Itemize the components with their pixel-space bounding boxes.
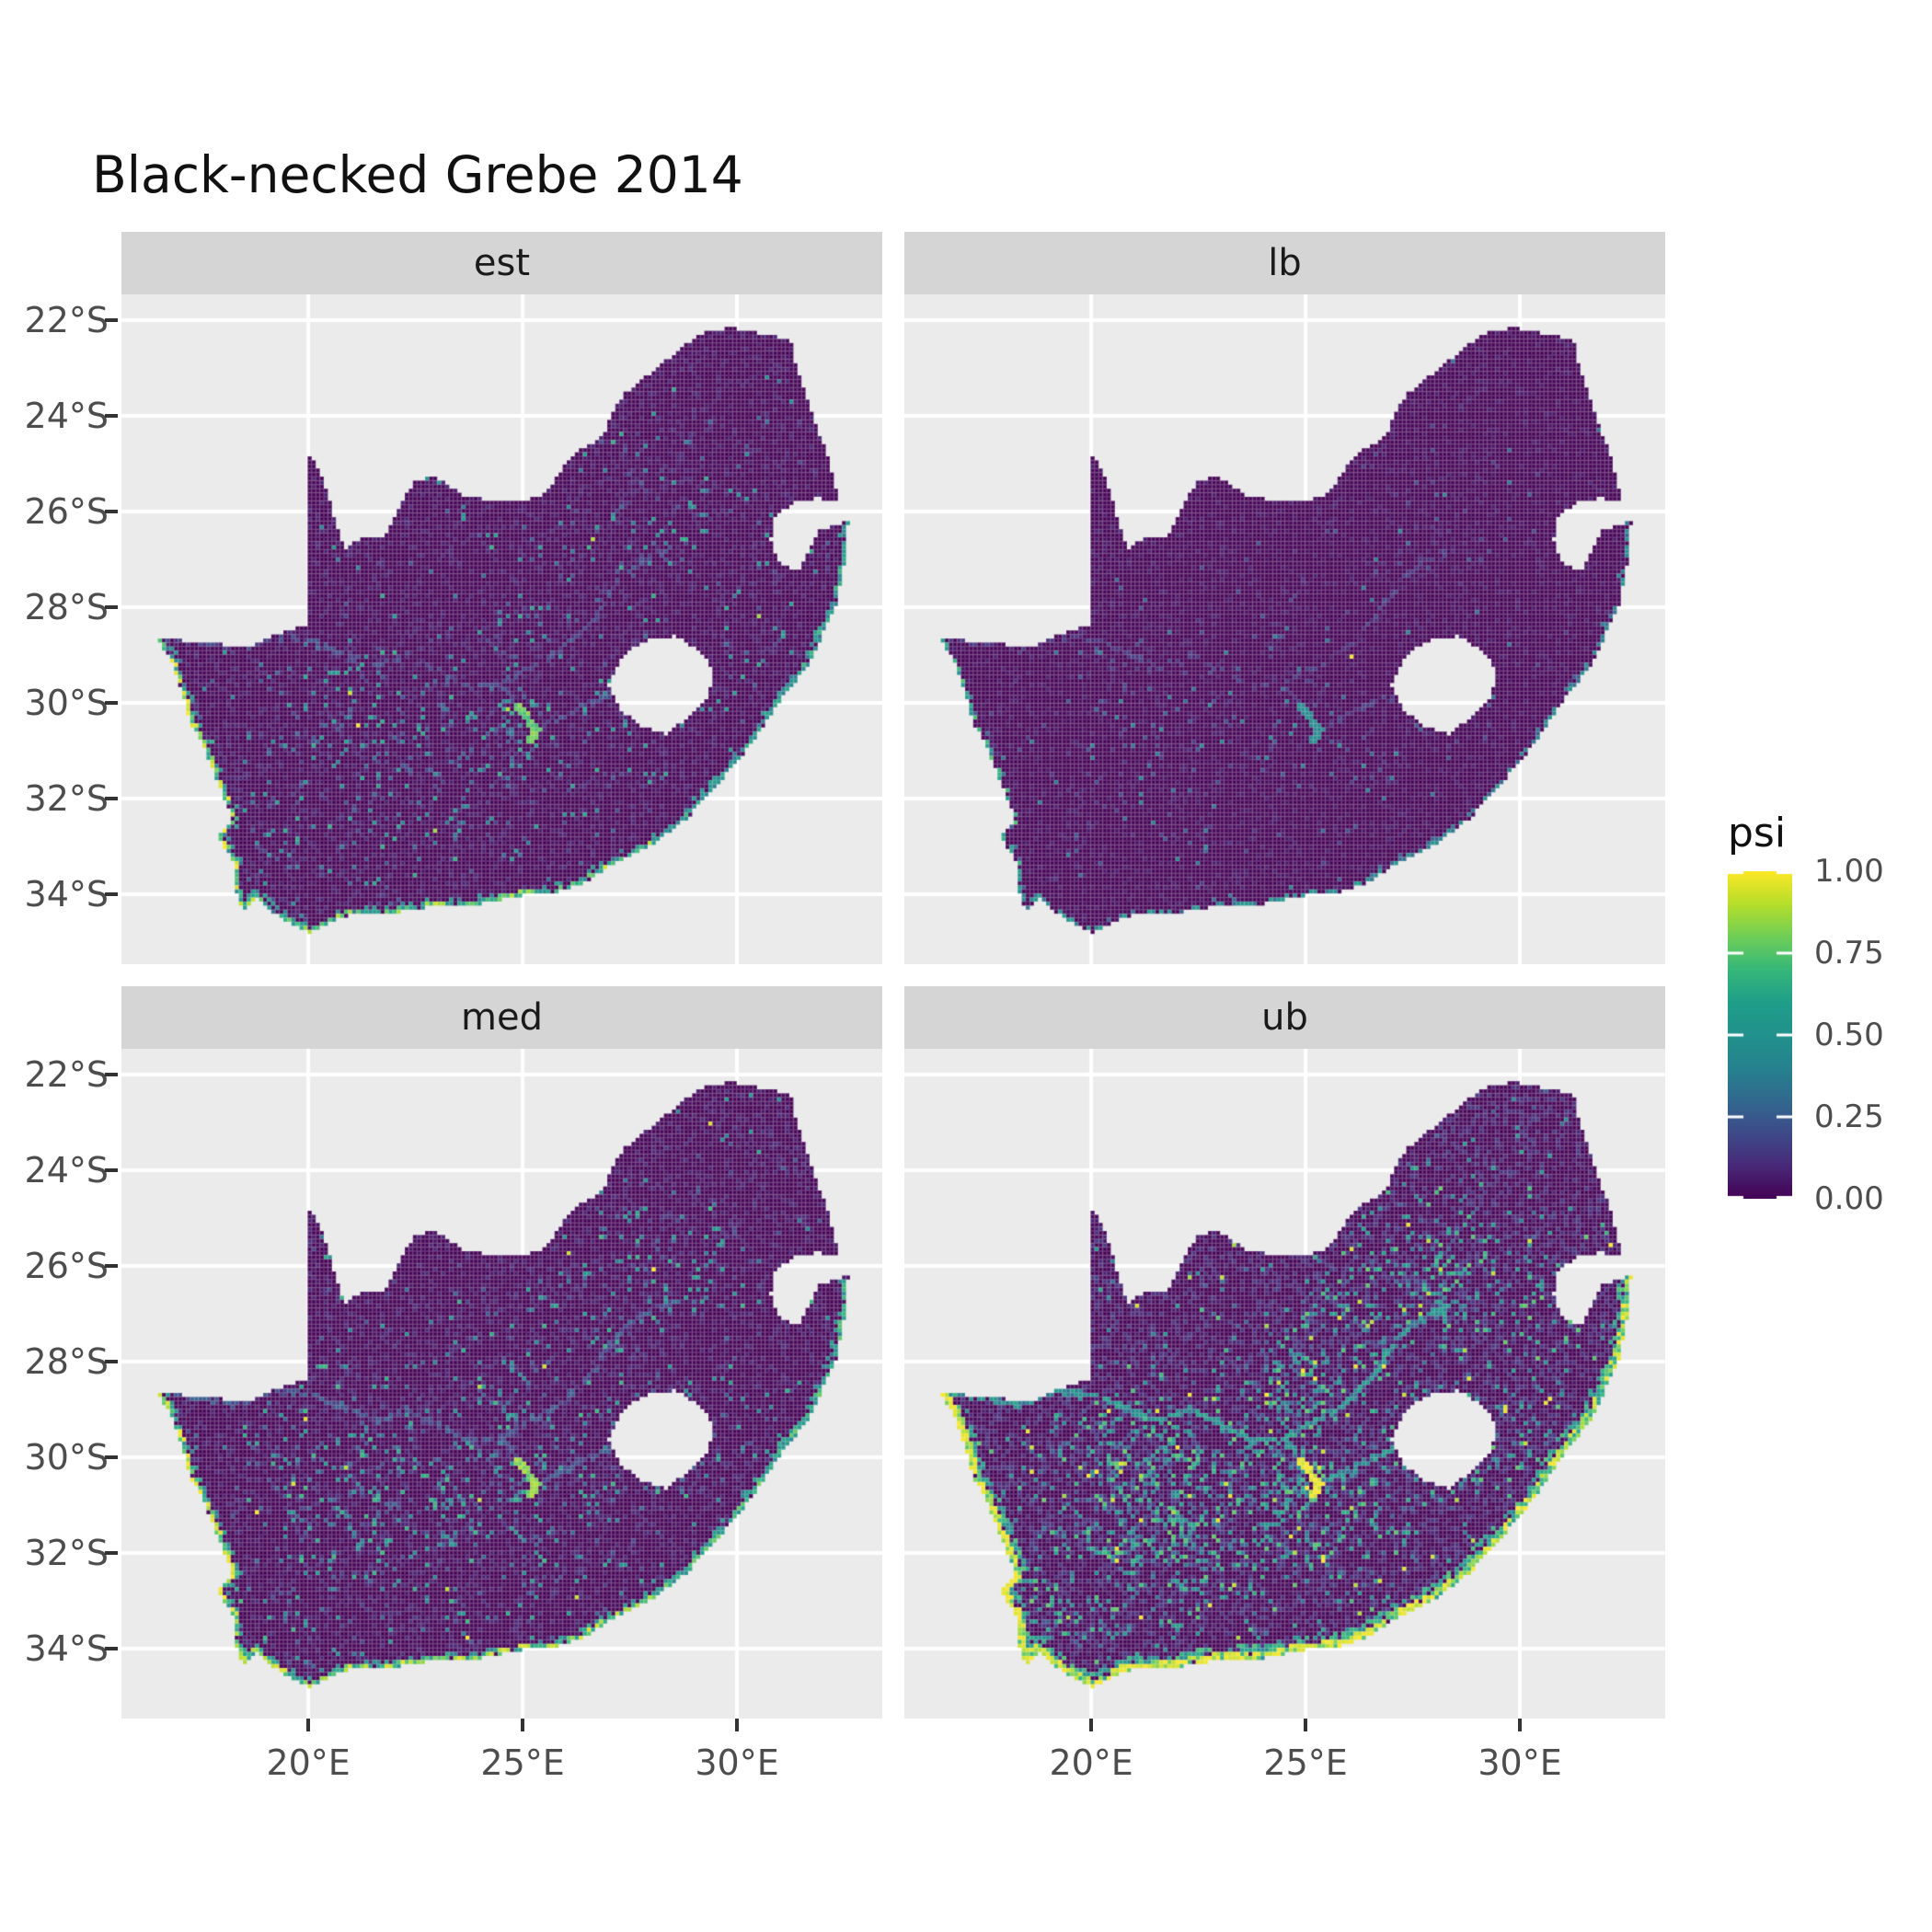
y-axis-tick-label: 26°S <box>24 491 109 533</box>
y-axis-tick-label: 30°S <box>24 683 109 724</box>
legend-tick-label: 1.00 <box>1814 853 1884 890</box>
y-axis-tick-mark <box>105 510 118 514</box>
facet-strip-label-est: est <box>473 242 531 284</box>
y-axis-tick-mark <box>105 1455 118 1460</box>
x-axis-tick-label: 25°E <box>480 1742 565 1783</box>
facet-strip-label-ub: ub <box>1261 996 1308 1039</box>
y-axis-tick-mark <box>105 701 118 706</box>
x-axis-tick-mark <box>1089 1719 1094 1731</box>
x-axis-tick-label: 30°E <box>695 1742 779 1783</box>
y-axis-tick-label: 24°S <box>24 1150 109 1191</box>
y-axis-tick-label: 22°S <box>24 300 109 341</box>
y-axis-tick-mark <box>105 318 118 323</box>
y-axis-tick-mark <box>105 1647 118 1651</box>
x-axis-tick-mark <box>521 1719 525 1731</box>
y-axis-tick-mark <box>105 1168 118 1173</box>
y-axis-tick-mark <box>105 605 118 610</box>
facet-strip-lb: lb <box>904 232 1665 294</box>
x-axis-tick-mark <box>1518 1719 1523 1731</box>
y-axis-tick-label: 28°S <box>24 587 109 628</box>
legend-psi: psi 1.00 0.75 0.50 0.25 0.00 <box>1728 810 1932 1251</box>
map-panel-med <box>121 1049 882 1719</box>
y-axis-tick-label: 32°S <box>24 1533 109 1574</box>
y-axis-tick-label: 26°S <box>24 1246 109 1287</box>
facet-strip-ub: ub <box>904 986 1665 1049</box>
x-axis-tick-label: 20°E <box>266 1742 351 1783</box>
facet-strip-med: med <box>121 986 882 1049</box>
map-panel-est <box>121 294 882 964</box>
map-canvas-est <box>121 294 882 964</box>
legend-tick-label: 0.75 <box>1814 935 1884 972</box>
y-axis-tick-label: 34°S <box>24 1628 109 1670</box>
y-axis-tick-mark <box>105 797 118 801</box>
map-panel-ub <box>904 1049 1665 1719</box>
y-axis-tick-label: 30°S <box>24 1437 109 1478</box>
y-axis-tick-mark <box>105 1360 118 1364</box>
legend-tick-label: 0.25 <box>1814 1098 1884 1135</box>
legend-title: psi <box>1728 810 1787 857</box>
facet-ub: ub <box>904 986 1665 1719</box>
y-axis-tick-label: 34°S <box>24 874 109 915</box>
x-axis-tick-label: 30°E <box>1478 1742 1562 1783</box>
facet-strip-label-med: med <box>461 996 543 1039</box>
x-axis-tick-mark <box>1304 1719 1308 1731</box>
facet-strip-est: est <box>121 232 882 294</box>
x-axis-tick-mark <box>735 1719 740 1731</box>
y-axis-tick-mark <box>105 1073 118 1077</box>
facet-est: est <box>121 232 882 964</box>
legend-colorbar <box>1728 871 1792 1199</box>
x-axis-tick-mark <box>306 1719 311 1731</box>
y-axis-tick-label: 32°S <box>24 778 109 820</box>
y-axis-tick-mark <box>105 892 118 897</box>
y-axis-tick-label: 24°S <box>24 396 109 437</box>
facet-lb: lb <box>904 232 1665 964</box>
legend-tick-label: 0.00 <box>1814 1180 1884 1217</box>
map-canvas-ub <box>904 1049 1665 1719</box>
x-axis-tick-label: 25°E <box>1263 1742 1348 1783</box>
y-axis-tick-mark <box>105 414 118 419</box>
map-canvas-med <box>121 1049 882 1719</box>
facet-strip-label-lb: lb <box>1268 242 1302 284</box>
map-panel-lb <box>904 294 1665 964</box>
legend-tick-label: 0.50 <box>1814 1017 1884 1053</box>
y-axis-tick-label: 28°S <box>24 1341 109 1383</box>
y-axis-tick-mark <box>105 1551 118 1556</box>
plot-title: Black-necked Grebe 2014 <box>92 145 743 204</box>
map-canvas-lb <box>904 294 1665 964</box>
y-axis-tick-label: 22°S <box>24 1054 109 1096</box>
x-axis-tick-label: 20°E <box>1049 1742 1133 1783</box>
facet-med: med <box>121 986 882 1719</box>
y-axis-tick-mark <box>105 1264 118 1269</box>
